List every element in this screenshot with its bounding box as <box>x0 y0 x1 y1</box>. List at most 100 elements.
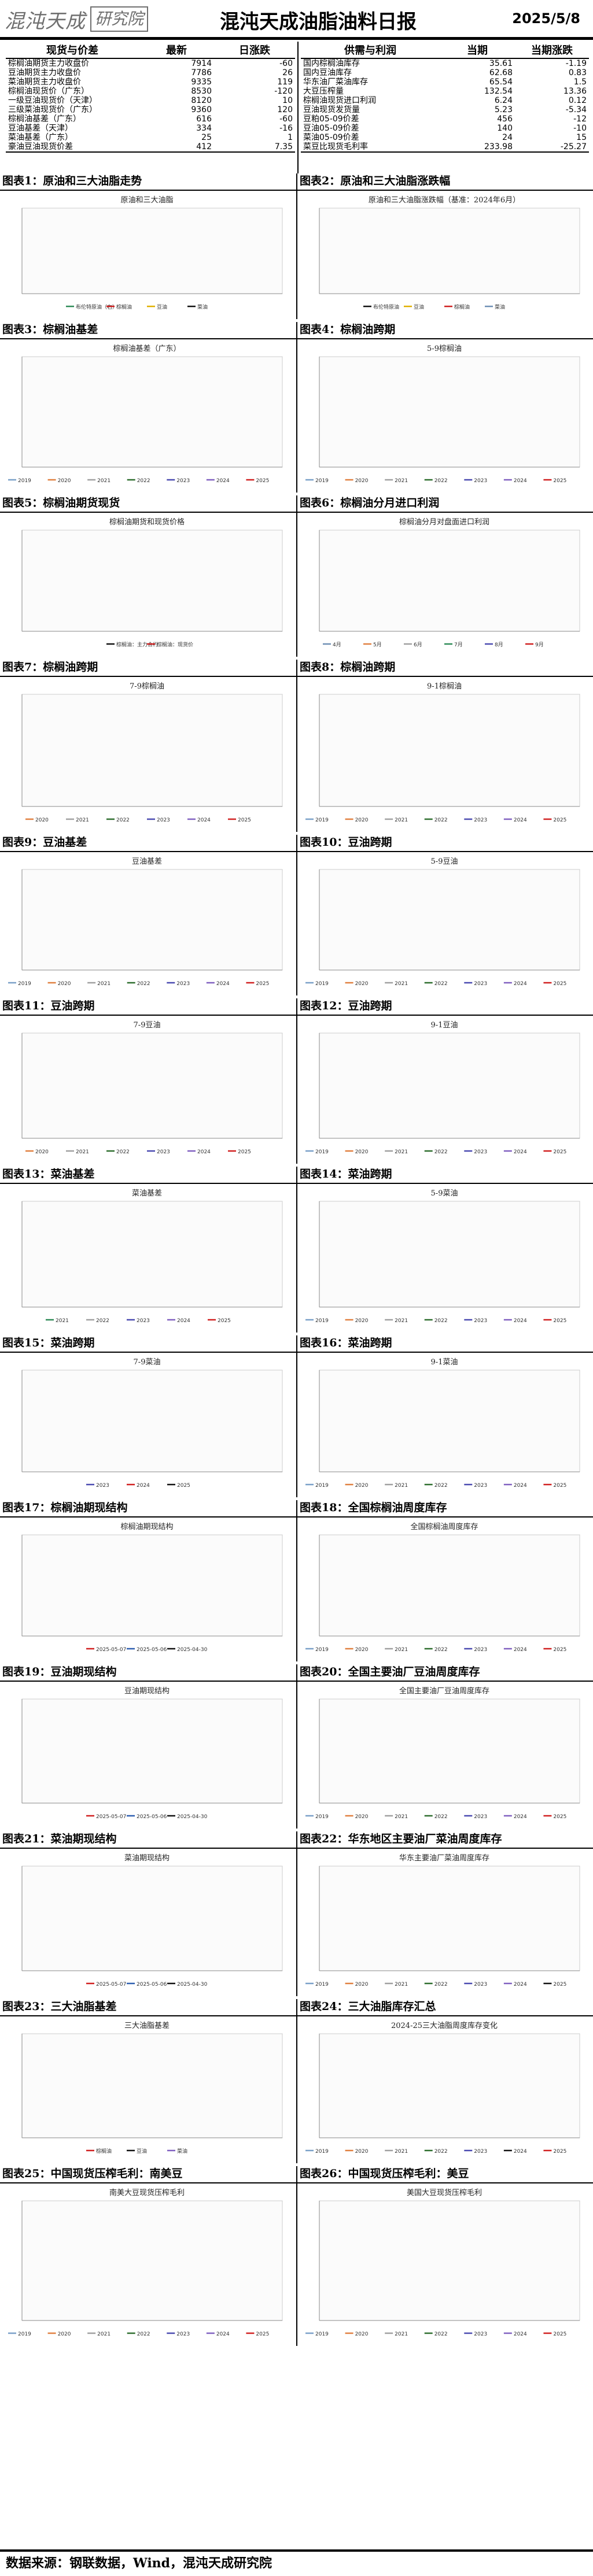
figure-label: 图表26：中国现货压榨毛利：美豆 <box>300 2167 469 2180</box>
table-row: 菜豆比现货毛利率 233.98 -25.27 <box>301 142 589 153</box>
legend-entry: 棕榈油 <box>116 304 132 310</box>
figure-label: 图表15：菜油跨期 <box>2 1337 95 1349</box>
legend-entry: 2021 <box>395 817 408 823</box>
legend-entry: 2022 <box>137 981 150 987</box>
chart-svg: 7-9豆油 2020 2021 2022 2023 2024 2025 <box>21 1021 283 1155</box>
plot-area <box>21 1534 283 1637</box>
legend-entry: 2025 <box>177 1483 190 1489</box>
plot-area <box>21 1032 283 1139</box>
figure-chart: 9-1豆油 2019 2020 2021 2022 2023 2024 2025 <box>300 1018 589 1161</box>
footer-rule <box>0 2549 593 2552</box>
legend-entry: 2024 <box>514 1318 527 1324</box>
legend-entry: 2020 <box>35 1149 49 1155</box>
figure-chart: 原油和三大油脂 布伦特原油（右） 棕榈油 豆油 菜油 <box>2 193 292 317</box>
chart-title: 美国大豆现货压榨毛利 <box>407 2188 482 2197</box>
row-label: 华东油厂菜油库存 <box>303 77 368 87</box>
legend-entry: 棕榈油 <box>454 304 470 310</box>
cell-value: -60 <box>279 114 293 124</box>
figure-label: 图表5：棕榈油期货现货 <box>2 497 120 509</box>
legend-entry: 2025 <box>238 817 251 823</box>
legend-entry: 2024 <box>514 2149 527 2155</box>
row-label: 菜豆比现货毛利率 <box>301 142 440 153</box>
legend-entry: 2024 <box>137 1483 150 1489</box>
chart-svg: 7-9菜油 2023 2024 2025 <box>21 1358 283 1489</box>
row-label: 豆粕05-09价差 <box>303 114 359 124</box>
cell-value: 25 <box>201 133 212 142</box>
panel-divider <box>296 1335 297 1497</box>
plot-area <box>21 1698 283 1804</box>
chart-title: 5-9棕榈油 <box>427 345 462 353</box>
legend-entry: 2020 <box>355 2149 369 2155</box>
figure-chart: 9-1菜油 2019 2020 2021 2022 2023 2024 2025 <box>300 1355 589 1495</box>
legend-entry: 2022 <box>434 981 448 987</box>
row-label: 豆油基差（天津） <box>8 124 73 133</box>
legend-entry: 布伦特原油（右） <box>76 304 117 310</box>
figure-chart: 豆油期现结构 2025-05-07 2025-05-06 2025-04-30 <box>2 1684 292 1826</box>
legend-entry: 2025 <box>553 1149 566 1155</box>
legend-entry: 2020 <box>355 1149 369 1155</box>
company-logo: 混沌天成 研究院 <box>5 3 178 35</box>
legend-entry: 2024 <box>514 1483 527 1489</box>
figure-label: 图表21：菜油期现结构 <box>2 1833 117 1845</box>
chart-title: 棕榈油分月对盘面进口利润 <box>399 517 489 527</box>
chart-title: 豆油基差 <box>132 857 162 866</box>
legend-entry: 2023 <box>474 1982 487 1987</box>
legend-entry: 5月 <box>373 642 382 648</box>
legend-entry: 9月 <box>535 642 544 648</box>
figure-label: 图表3：棕榈油基差 <box>2 323 98 336</box>
figure-label: 图表23：三大油脂基差 <box>2 2000 117 2013</box>
legend-entry: 2025 <box>218 1318 231 1324</box>
figure-chart: 棕榈油期现结构 2025-05-07 2025-05-06 2025-04-30 <box>2 1520 292 1659</box>
figure-label: 图表6：棕榈油分月进口利润 <box>300 497 440 509</box>
chart-title: 7-9豆油 <box>134 1021 161 1030</box>
chart-svg: 9-1豆油 2019 2020 2021 2022 2023 2024 2025 <box>305 1021 580 1155</box>
legend-entry: 2022 <box>434 817 448 823</box>
legend-entry: 2021 <box>76 1149 89 1155</box>
legend-entry: 2019 <box>315 1814 329 1820</box>
chart-title: 原油和三大油脂 <box>120 196 173 205</box>
col-header: 当期 <box>440 42 515 59</box>
legend-entry: 2019 <box>315 1647 329 1653</box>
legend-entry: 2023 <box>137 1318 150 1324</box>
table-row: 豪油豆油现货价差 412 7.35 <box>6 142 295 153</box>
chart-title: 9-1豆油 <box>431 1021 458 1030</box>
chart-svg: 7-9棕榈油 2020 2021 2022 2023 2024 2025 <box>21 682 283 823</box>
cell-value: 65.54 <box>489 77 513 87</box>
chart-title: 7-9棕榈油 <box>130 682 164 691</box>
chart-svg: 9-1棕榈油 2019 2020 2021 2022 2023 2024 2025 <box>305 682 580 823</box>
cell-value: 10 <box>282 96 293 105</box>
panel-divider <box>296 495 297 657</box>
table-row: 豆粕05-09价差 456 -12 <box>301 114 589 124</box>
legend-entry: 2021 <box>395 2149 408 2155</box>
supply-demand-table: 供需与利润 当期 当期涨跌 国内棕榈油库存 35.61 -1.19 国内豆油库存 62.… <box>301 42 589 153</box>
plot-area <box>319 356 580 468</box>
cell-value: 15 <box>576 133 587 142</box>
legend-entry: 2025 <box>553 2149 566 2155</box>
legend-entry: 2020 <box>355 2331 369 2337</box>
plot-area <box>319 530 580 632</box>
cell-value: 140 <box>497 124 513 133</box>
chart-title: 5-9菜油 <box>431 1189 458 1198</box>
legend-entry: 2020 <box>355 1647 369 1653</box>
chart-title: 菜油基差 <box>132 1189 162 1198</box>
plot-area <box>21 208 283 294</box>
chart-svg: 5-9豆油 2019 2020 2021 2022 2023 2024 2025 <box>305 857 580 987</box>
figure-chart: 棕榈油期货和现货价格 棕榈油：主力合约 棕榈油：现货价 <box>2 515 292 654</box>
legend-entry: 2024 <box>216 981 230 987</box>
legend-entry: 2022 <box>137 478 150 484</box>
legend-entry: 2019 <box>315 1318 329 1324</box>
legend-entry: 2020 <box>355 981 369 987</box>
chart-title: 9-1菜油 <box>431 1358 458 1367</box>
legend-entry: 2024 <box>514 1149 527 1155</box>
figure-chart: 菜油期现结构 2025-05-07 2025-05-06 2025-04-30 <box>2 1851 292 1994</box>
legend-entry: 2024 <box>514 1647 527 1653</box>
chart-svg: 原油和三大油脂涨跌幅（基准：2024年6月） 布伦特原油 豆油 棕榈油 菜油 <box>319 195 580 310</box>
chart-svg: 美国大豆现货压榨毛利 2019 2020 2021 2022 2023 2024 2025 <box>305 2188 580 2337</box>
plot-area <box>21 1866 283 1971</box>
plot-area <box>319 1370 580 1472</box>
plot-area <box>21 530 283 632</box>
legend-entry: 2022 <box>434 1647 448 1653</box>
chart-title: 2024-25三大油脂周度库存变化 <box>391 2021 498 2030</box>
table-row: 一级豆油现货价（天津） 8120 10 <box>6 96 295 105</box>
